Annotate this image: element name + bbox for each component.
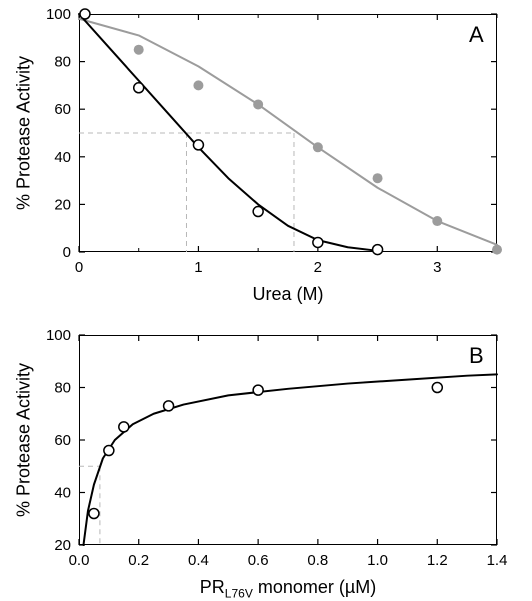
y-tick-label: 80 [54, 380, 71, 397]
data-point [104, 446, 114, 456]
x-tick-label: 0.4 [188, 552, 209, 569]
y-tick-label: 20 [54, 537, 71, 554]
x-tick-label: 0.6 [248, 552, 269, 569]
data-point [253, 385, 263, 395]
data-point [164, 401, 174, 411]
data-point [89, 509, 99, 519]
x-tick-label: 0.2 [128, 552, 149, 569]
x-tick-label: 1.2 [427, 552, 448, 569]
panel-b-xlabel: PRL76V monomer (µM) [200, 577, 376, 601]
panel-b: 0.0 0.2 0.4 0.6 0.8 1.0 1.2 1.4 20 40 60 80 100 % Pr… [0, 0, 532, 600]
data-point [119, 422, 129, 432]
y-tick-label: 60 [54, 432, 71, 449]
panel-b-svg: 0.0 0.2 0.4 0.6 0.8 1.0 1.2 1.4 20 40 60 80 100 [0, 0, 532, 600]
x-tick-label: 0.8 [307, 552, 328, 569]
y-tick-label: 40 [54, 485, 71, 502]
x-tick-label: 1.4 [487, 552, 508, 569]
panel-b-letter: B [469, 343, 484, 369]
data-point [432, 383, 442, 393]
x-tick-label: 0.0 [69, 552, 90, 569]
x-tick-label: 1.0 [367, 552, 388, 569]
panel-b-ylabel: % Protease Activity [14, 363, 35, 517]
y-tick-label: 100 [46, 327, 71, 344]
